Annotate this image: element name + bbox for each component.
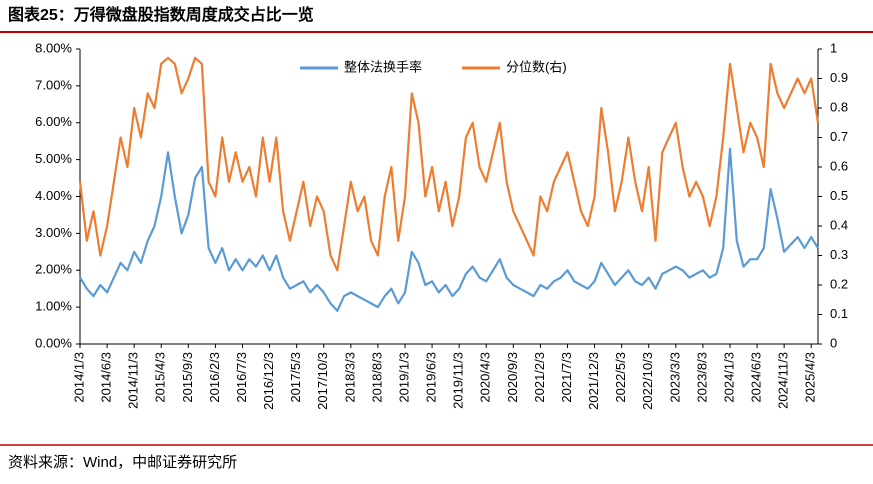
- x-tick-label: 2024/1/3: [721, 352, 736, 403]
- x-tick-label: 2014/1/3: [71, 352, 86, 403]
- x-tick-label: 2022/10/3: [640, 352, 655, 410]
- source-note: 资料来源：Wind，中邮证券研究所: [8, 454, 237, 471]
- y-tick-label: 6.00%: [35, 114, 72, 129]
- x-tick-label: 2025/4/3: [803, 352, 818, 403]
- x-tick-label: 2022/5/3: [613, 352, 628, 403]
- y2-tick-label: 0.4: [830, 217, 848, 232]
- y2-tick-label: 1: [830, 40, 837, 55]
- y2-tick-label: 0.7: [830, 129, 848, 144]
- x-tick-label: 2024/11/3: [776, 352, 791, 409]
- x-tick-label: 2019/11/3: [451, 352, 466, 409]
- x-tick-label: 2016/2/3: [207, 352, 222, 403]
- y-tick-label: 1.00%: [35, 299, 72, 314]
- y2-tick-label: 0.1: [830, 306, 848, 321]
- x-tick-label: 2021/7/3: [559, 352, 574, 403]
- x-tick-label: 2021/2/3: [532, 352, 547, 403]
- y-tick-label: 0.00%: [35, 335, 72, 350]
- x-tick-label: 2014/6/3: [99, 352, 114, 403]
- legend-label: 整体法换手率: [344, 59, 422, 74]
- x-tick-label: 2018/8/3: [369, 352, 384, 403]
- x-tick-label: 2020/4/3: [478, 352, 493, 403]
- x-tick-label: 2021/12/3: [586, 352, 601, 410]
- x-tick-label: 2016/7/3: [234, 352, 249, 403]
- y2-tick-label: 0.9: [830, 70, 848, 85]
- x-tick-label: 2017/5/3: [288, 352, 303, 403]
- x-tick-label: 2016/12/3: [261, 352, 276, 410]
- x-tick-label: 2020/9/3: [505, 352, 520, 403]
- y2-tick-label: 0: [830, 335, 837, 350]
- x-tick-label: 2023/8/3: [694, 352, 709, 403]
- series-line: [78, 56, 820, 272]
- y2-tick-label: 0.8: [830, 99, 848, 114]
- x-tick-label: 2015/9/3: [180, 352, 195, 403]
- series-line: [79, 147, 819, 312]
- x-tick-label: 2019/1/3: [396, 352, 411, 403]
- y2-tick-label: 0.3: [830, 247, 848, 262]
- y2-tick-label: 0.6: [830, 158, 848, 173]
- y-tick-label: 8.00%: [35, 40, 72, 55]
- x-tick-label: 2018/3/3: [342, 352, 357, 403]
- x-tick-label: 2019/6/3: [424, 352, 439, 403]
- y-tick-label: 3.00%: [35, 225, 72, 240]
- y-tick-label: 2.00%: [35, 262, 72, 277]
- y-tick-label: 4.00%: [35, 188, 72, 203]
- x-tick-label: 2014/11/3: [126, 352, 141, 409]
- y2-tick-label: 0.5: [830, 188, 848, 203]
- x-tick-label: 2017/10/3: [315, 352, 330, 410]
- x-tick-label: 2024/6/3: [749, 352, 764, 403]
- x-tick-label: 2023/3/3: [667, 352, 682, 403]
- y-tick-label: 7.00%: [35, 77, 72, 92]
- y2-tick-label: 0.2: [830, 276, 848, 291]
- x-tick-label: 2015/4/3: [153, 352, 168, 403]
- legend-label: 分位数(右): [506, 59, 567, 74]
- chart-title: 图表25：万得微盘股指数周度成交占比一览: [8, 5, 314, 24]
- y-tick-label: 5.00%: [35, 151, 72, 166]
